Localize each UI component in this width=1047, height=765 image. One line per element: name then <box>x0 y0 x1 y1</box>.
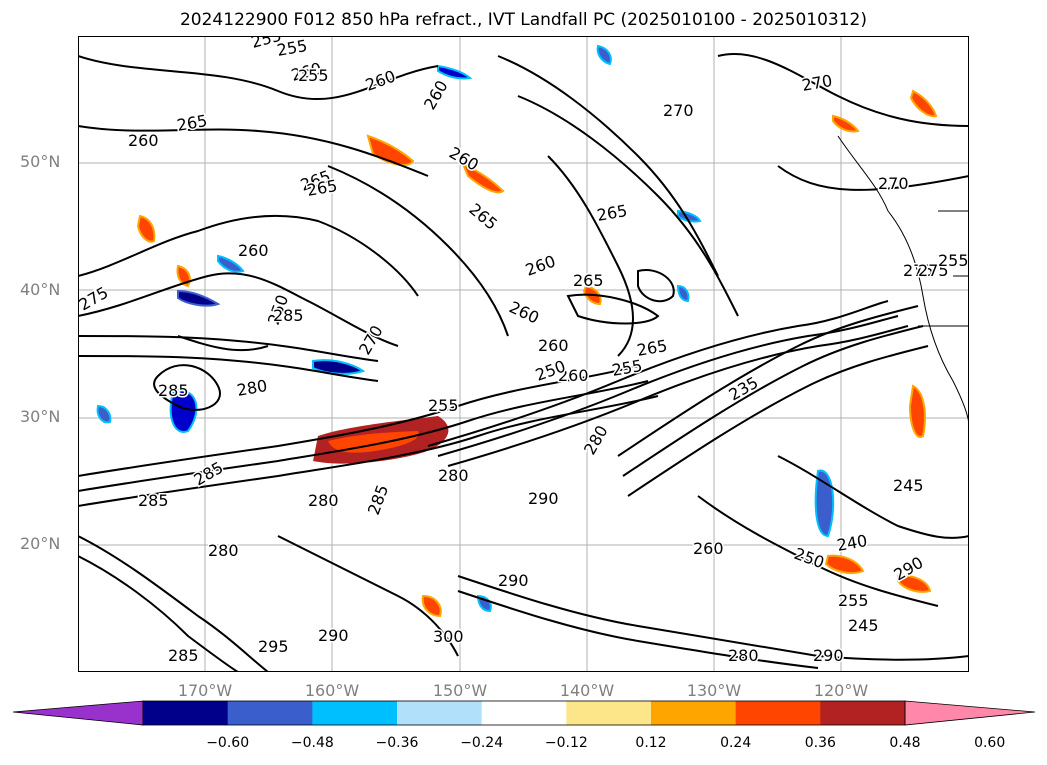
contour-label: 260 <box>693 539 724 558</box>
contour-label: 295 <box>258 637 289 656</box>
contour-label: 245 <box>848 616 879 635</box>
map-canvas: 255 255 260 265 260 265 265 260 260 265 260 270 260 2… <box>78 36 969 672</box>
colorbar <box>12 700 1036 726</box>
contour-label: 260 <box>523 251 558 279</box>
lat-label-50n: 50°N <box>20 152 61 171</box>
map-panel: 255 255 260 265 260 265 265 260 260 265 260 270 260 2… <box>78 36 969 672</box>
contour-label: 260 <box>363 66 398 94</box>
contour-label: 285 <box>364 482 392 517</box>
colorbar-tick-label: −0.36 <box>375 735 419 751</box>
coastline <box>837 135 969 427</box>
map-title: 2024122900 F012 850 hPa refract., IVT La… <box>179 10 867 30</box>
colorbar-tick-label: 0.24 <box>720 735 752 751</box>
contour-label: 275 <box>903 261 934 280</box>
contour-label: 255 <box>428 396 459 415</box>
contour-label: 265 <box>305 176 338 200</box>
contour-label: 285 <box>273 306 304 325</box>
contour-label: 260 <box>128 131 159 150</box>
contour-label: 245 <box>893 476 924 495</box>
colorbar-extend-high <box>904 700 1036 726</box>
contour-label: 260 <box>538 336 569 355</box>
contour-label: 280 <box>438 466 469 485</box>
contour-lines <box>78 53 969 672</box>
contour-label: 275 <box>918 261 949 280</box>
contour-label: 300 <box>433 627 464 646</box>
contour-label: 255 <box>610 356 643 380</box>
lon-label-130w: 130°W <box>686 681 742 700</box>
colorbar-tick-label: −0.12 <box>544 735 588 751</box>
map-frame <box>78 36 969 672</box>
colorbar-segment <box>651 701 737 725</box>
colorbar-segment <box>820 701 906 725</box>
colorbar-tick-label: 0.36 <box>804 735 836 751</box>
lon-label-150w: 150°W <box>432 681 488 700</box>
lat-label-30n: 30°N <box>20 407 61 426</box>
contour-label: 270 <box>878 174 909 193</box>
contour-label: 285 <box>138 491 169 510</box>
colorbar-tick-label: 0.12 <box>635 735 667 751</box>
contour-label: 280 <box>235 376 268 400</box>
contour-label: 280 <box>728 646 759 665</box>
colorbar-extend-low <box>12 700 144 726</box>
colorbar-tick-label: 0.48 <box>889 735 921 751</box>
contour-label: 290 <box>498 571 529 590</box>
contour-label: 290 <box>813 646 844 665</box>
colorbar-segment <box>566 701 652 725</box>
colorbar-segment <box>397 701 483 725</box>
lon-label-170w: 170°W <box>177 681 233 700</box>
colorbar-segment <box>143 701 229 725</box>
contour-label: 290 <box>318 626 349 645</box>
colorbar-tick-label: −0.48 <box>290 735 334 751</box>
lat-label-40n: 40°N <box>20 280 61 299</box>
colorbar-segment <box>735 701 821 725</box>
contour-label: 265 <box>465 200 501 234</box>
colorbar-segment <box>481 701 567 725</box>
lon-label-160w: 160°W <box>304 681 360 700</box>
contour-label: 280 <box>580 422 612 458</box>
colorbar-tick-label: −0.60 <box>206 735 250 751</box>
contour-label: 255 <box>938 251 969 270</box>
contour-label: 255 <box>275 36 308 60</box>
contour-label: 240 <box>835 531 868 555</box>
lat-label-20n: 20°N <box>20 534 61 553</box>
contour-label: 260 <box>558 366 589 385</box>
contour-label: 260 <box>238 241 269 260</box>
colorbar-tick-label: −0.24 <box>460 735 504 751</box>
colorbar-tick-label: 0.60 <box>974 735 1006 751</box>
contour-label: 290 <box>528 489 559 508</box>
colorbar-frame <box>142 700 906 726</box>
contour-label: 260 <box>420 77 452 113</box>
lon-label-120w: 120°W <box>813 681 869 700</box>
lon-label-140w: 140°W <box>559 681 615 700</box>
contour-label: 265 <box>175 111 208 135</box>
contour-label: 250 <box>792 544 827 572</box>
contour-label: 260 <box>506 297 542 327</box>
contour-label: 270 <box>663 101 694 120</box>
colorbar-segment <box>312 701 398 725</box>
contour-label: 280 <box>208 541 239 560</box>
contour-label: 255 <box>298 66 329 85</box>
contour-label: 255 <box>838 591 869 610</box>
contour-label: 265 <box>573 271 604 290</box>
contour-label: 285 <box>168 646 199 665</box>
contour-label: 265 <box>595 201 628 225</box>
colorbar-segment <box>227 701 313 725</box>
filled-patches <box>96 44 938 618</box>
contour-label: 280 <box>308 491 339 510</box>
contour-label: 285 <box>158 381 189 400</box>
